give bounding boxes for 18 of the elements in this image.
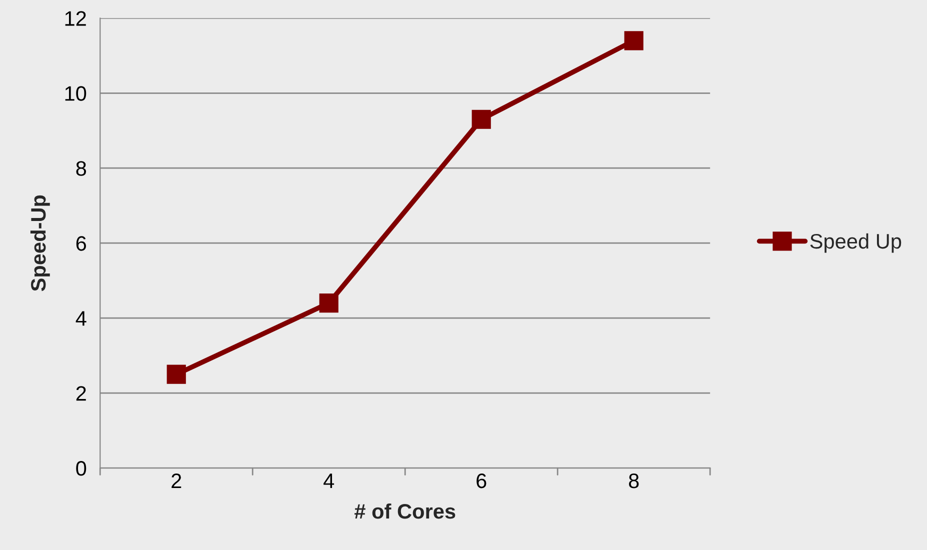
y-tick-label: 0 [76,461,86,476]
x-tick-label: 4 [324,474,334,488]
y-tick-label: 12 [65,11,86,26]
point [472,110,491,129]
y-tick-label: 4 [76,311,86,326]
y-tick-label: 6 [76,236,86,251]
point [624,31,644,50]
x-axis-title: # of Cores [354,503,456,519]
x-tick-label: 2 [172,473,182,488]
y-axis-title: Speed-Up [30,195,50,292]
point [319,294,338,313]
y-tick-label: 10 [65,86,86,101]
x-tick-label: 8 [628,473,639,488]
y-tick-label: 8 [76,161,86,176]
point [166,364,186,384]
y-tick-label: 2 [76,386,86,401]
x-tick-label: 6 [476,473,486,488]
legend-label: Speed Up [810,233,902,253]
